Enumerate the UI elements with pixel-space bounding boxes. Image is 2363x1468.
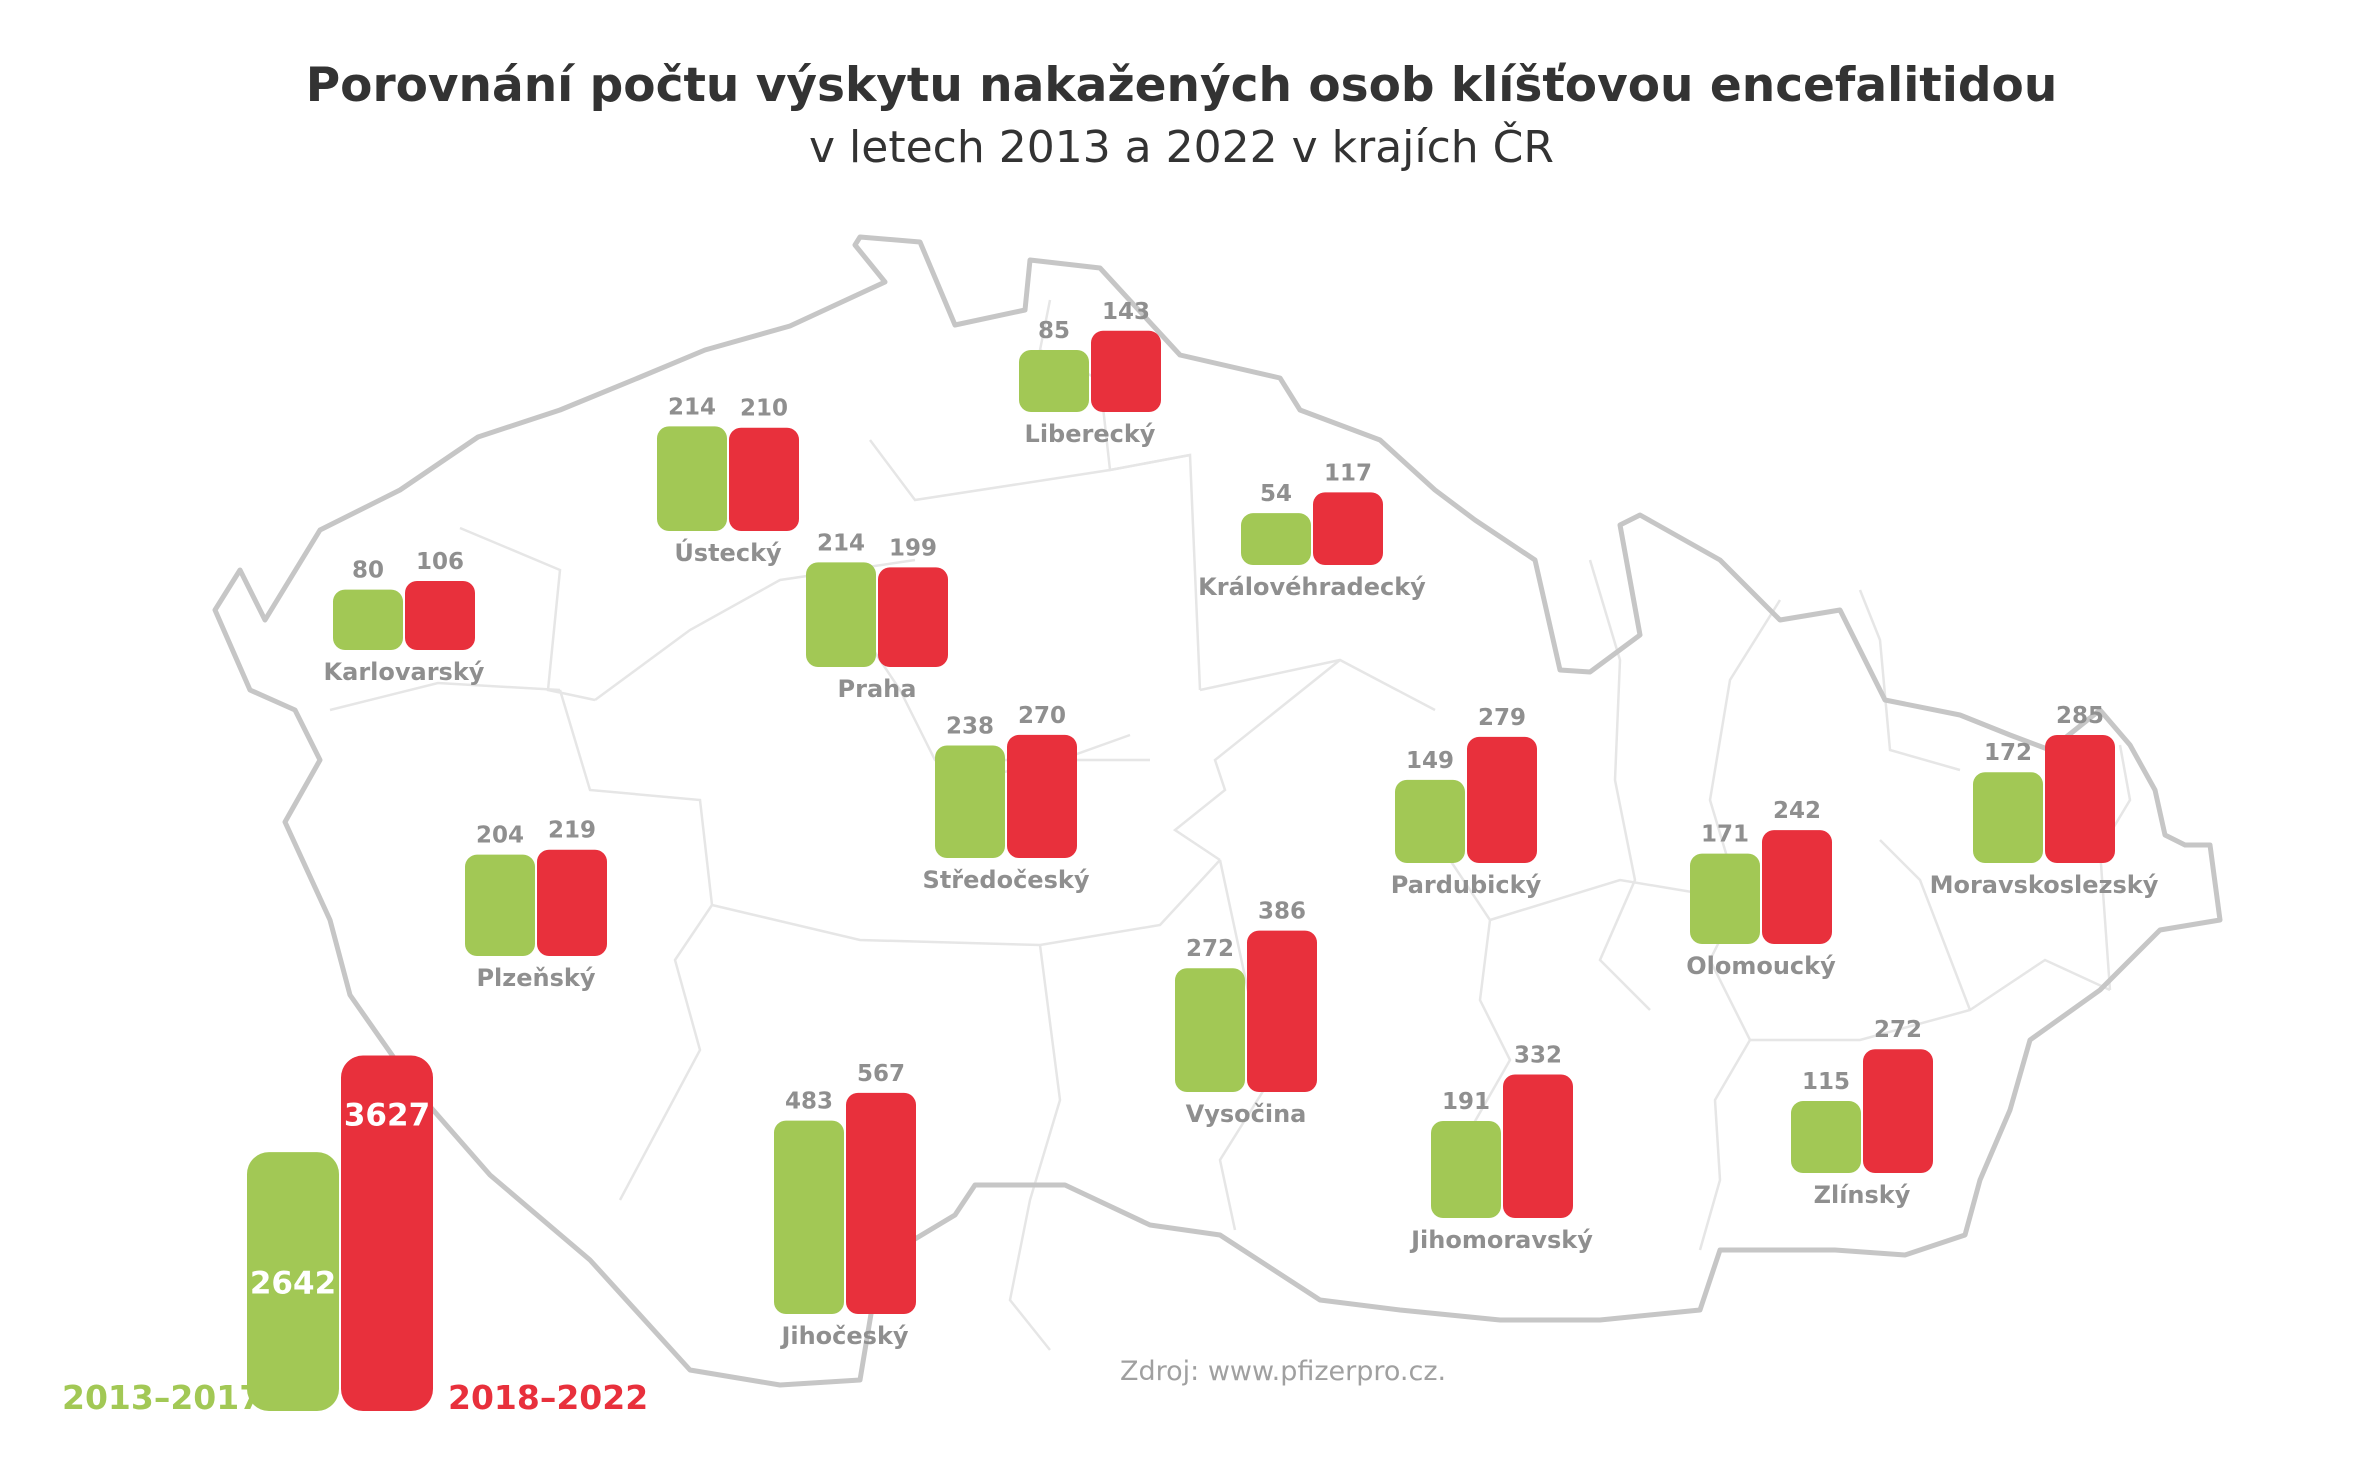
value-label-jihomoravsky-2018-2022: 332	[1514, 1042, 1562, 1068]
bar-vysocina-2013-2017	[1175, 968, 1245, 1092]
bar-ustecky-2013-2017	[657, 426, 727, 531]
value-label-plzensky-2018-2022: 219	[548, 818, 596, 844]
region-label-jihocesky: Jihočeský	[779, 1322, 908, 1350]
region-label-vysocina: Vysočina	[1186, 1100, 1307, 1128]
value-label-liberecky-2013-2017: 85	[1038, 318, 1070, 344]
region-label-jihomoravsky: Jihomoravský	[1409, 1226, 1593, 1254]
bar-vysocina-2018-2022	[1247, 930, 1317, 1092]
value-label-liberecky-2018-2022: 143	[1102, 299, 1150, 325]
value-label-zlinsky-2018-2022: 272	[1874, 1017, 1922, 1043]
bar-ustecky-2018-2022	[729, 427, 799, 531]
region-label-praha: Praha	[838, 675, 917, 703]
bar-karlovarsky-2018-2022	[405, 581, 475, 650]
region-label-ustecky: Ústecký	[674, 537, 782, 567]
region-label-stredocesky: Středočeský	[923, 866, 1090, 894]
bar-stredocesky-2018-2022	[1007, 734, 1077, 858]
bar-praha-2013-2017	[806, 562, 876, 667]
legend-2013-2017: 2013–2017	[62, 1378, 263, 1417]
value-label-jihocesky-2013-2017: 483	[785, 1089, 833, 1115]
bar-praha-2018-2022	[878, 567, 948, 667]
total-bar-2013-2017	[247, 1152, 339, 1411]
bar-kralovehradecky-2013-2017	[1241, 513, 1311, 565]
value-label-moravskoslezsky-2018-2022: 285	[2056, 703, 2104, 729]
region-label-olomoucky: Olomoucký	[1686, 952, 1836, 980]
bar-olomoucky-2018-2022	[1762, 830, 1832, 944]
value-label-pardubicky-2013-2017: 149	[1406, 748, 1454, 774]
region-label-liberecky: Liberecký	[1025, 420, 1156, 448]
legend-2018-2022: 2018–2022	[448, 1378, 649, 1417]
value-label-karlovarsky-2013-2017: 80	[352, 558, 384, 584]
value-label-jihomoravsky-2013-2017: 191	[1442, 1089, 1490, 1115]
region-label-karlovarsky: Karlovarský	[324, 658, 485, 686]
total-value-2018-2022: 3627	[344, 1098, 430, 1134]
value-label-olomoucky-2013-2017: 171	[1701, 822, 1749, 848]
value-label-pardubicky-2018-2022: 279	[1478, 705, 1526, 731]
value-label-stredocesky-2013-2017: 238	[946, 713, 994, 739]
chart-bars: 80 106 Karlovarský 214 210 Ústecký 85 143 Libere…	[247, 299, 2159, 1411]
bar-stredocesky-2013-2017	[935, 745, 1005, 858]
value-label-ustecky-2018-2022: 210	[740, 396, 788, 422]
chart-title: Porovnání počtu výskytu nakažených osob …	[305, 58, 2058, 113]
region-label-plzensky: Plzeňský	[476, 964, 595, 992]
region-label-zlinsky: Zlínský	[1814, 1181, 1911, 1209]
value-label-zlinsky-2013-2017: 115	[1802, 1069, 1850, 1095]
bar-pardubicky-2013-2017	[1395, 779, 1465, 863]
bar-olomoucky-2013-2017	[1690, 853, 1760, 944]
value-label-stredocesky-2018-2022: 270	[1018, 703, 1066, 729]
total-bar-2018-2022	[341, 1055, 433, 1411]
bar-moravskoslezsky-2018-2022	[2045, 734, 2115, 863]
region-label-moravskoslezsky: Moravskoslezský	[1930, 871, 2159, 899]
bar-plzensky-2013-2017	[465, 854, 535, 956]
value-label-karlovarsky-2018-2022: 106	[416, 549, 464, 575]
bar-zlinsky-2013-2017	[1791, 1101, 1861, 1173]
value-label-kralovehradecky-2013-2017: 54	[1260, 481, 1292, 507]
value-label-vysocina-2013-2017: 272	[1186, 936, 1234, 962]
total-value-2013-2017: 2642	[250, 1266, 336, 1302]
value-label-plzensky-2013-2017: 204	[476, 823, 524, 849]
region-label-kralovehradecky: Královéhradecký	[1198, 573, 1426, 601]
value-label-olomoucky-2018-2022: 242	[1773, 798, 1821, 824]
bar-kralovehradecky-2018-2022	[1313, 492, 1383, 565]
bar-zlinsky-2018-2022	[1863, 1049, 1933, 1173]
region-label-pardubicky: Pardubický	[1391, 871, 1542, 899]
bar-plzensky-2018-2022	[537, 849, 607, 956]
value-label-ustecky-2013-2017: 214	[668, 394, 716, 420]
value-label-praha-2013-2017: 214	[817, 530, 865, 556]
bar-moravskoslezsky-2013-2017	[1973, 772, 2043, 863]
value-label-praha-2018-2022: 199	[889, 535, 937, 561]
bar-pardubicky-2018-2022	[1467, 736, 1537, 863]
value-label-vysocina-2018-2022: 386	[1258, 899, 1306, 925]
bar-jihomoravsky-2018-2022	[1503, 1074, 1573, 1218]
country-border	[212, 234, 2223, 1388]
value-label-jihocesky-2018-2022: 567	[857, 1061, 905, 1087]
value-label-kralovehradecky-2018-2022: 117	[1324, 460, 1372, 486]
bar-jihocesky-2013-2017	[774, 1120, 844, 1314]
bar-liberecky-2013-2017	[1019, 349, 1089, 412]
bar-jihomoravsky-2013-2017	[1431, 1120, 1501, 1218]
bar-jihocesky-2018-2022	[846, 1092, 916, 1314]
bar-liberecky-2018-2022	[1091, 330, 1161, 412]
value-label-moravskoslezsky-2013-2017: 172	[1984, 740, 2032, 766]
source-note: Zdroj: www.pfizerpro.cz.	[1120, 1356, 1447, 1387]
bar-karlovarsky-2013-2017	[333, 589, 403, 650]
chart-subtitle: v letech 2013 a 2022 v krajích ČR	[809, 122, 1554, 173]
